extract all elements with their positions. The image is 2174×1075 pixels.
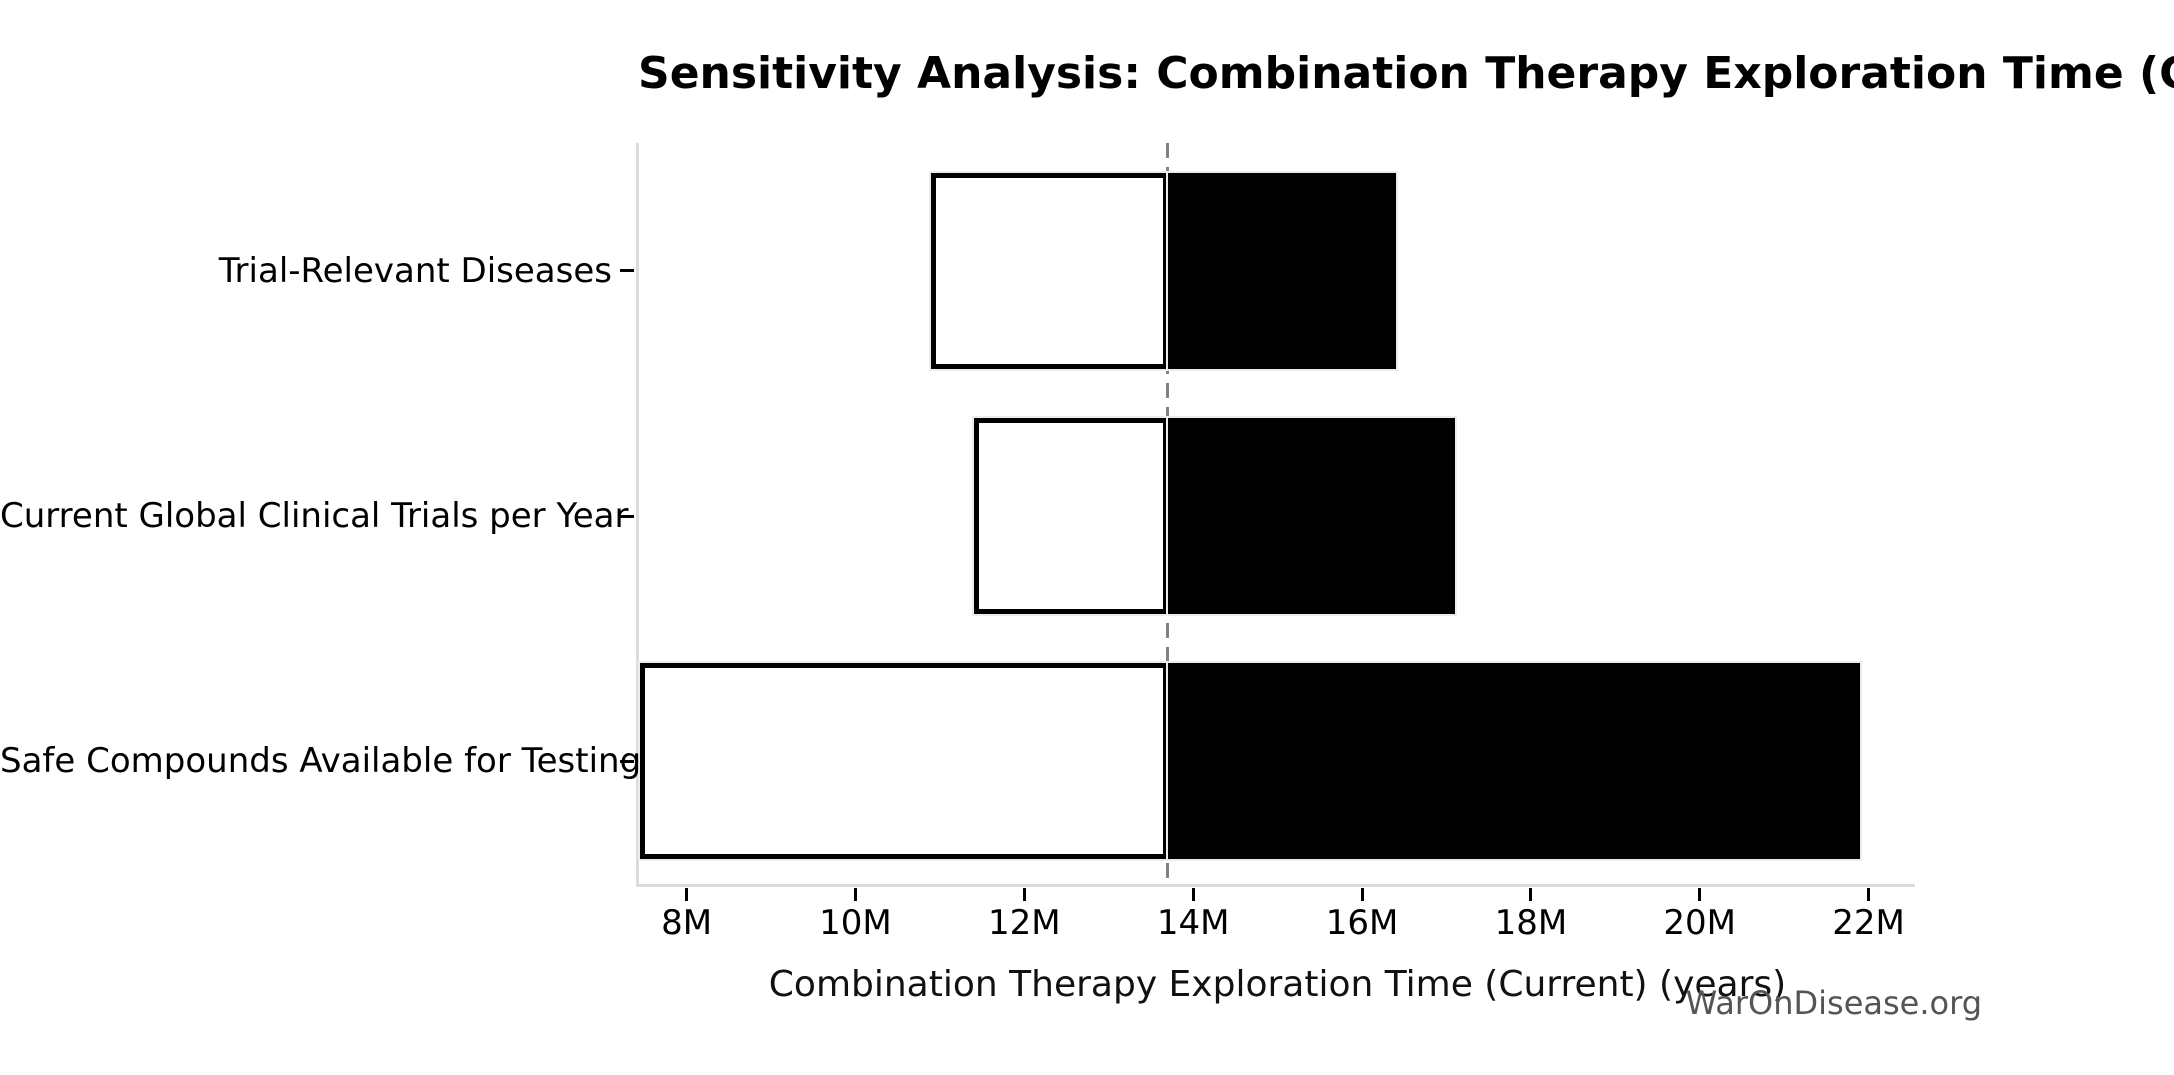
bar-high-segment xyxy=(1167,663,1861,860)
watermark-text: WarOnDisease.org xyxy=(1685,984,1982,1022)
x-tick-mark xyxy=(1360,888,1364,901)
x-tick-mark xyxy=(1698,888,1702,901)
x-tick-label: 8M xyxy=(661,903,713,943)
bar-low-segment xyxy=(931,172,1168,369)
y-tick-label: Trial-Relevant Diseases xyxy=(218,250,612,291)
x-tick-mark xyxy=(1022,888,1026,901)
x-tick-mark xyxy=(685,888,689,901)
y-tick-mark xyxy=(620,759,634,763)
x-tick-mark xyxy=(1867,888,1871,901)
y-tick-label: Safe Compounds Available for Testing xyxy=(0,741,642,782)
bar-high-segment xyxy=(1167,418,1455,614)
y-axis-spine xyxy=(636,143,639,887)
y-tick-label: Current Global Clinical Trials per Year xyxy=(0,496,629,536)
x-tick-label: 16M xyxy=(1325,903,1399,943)
bar-low-segment xyxy=(640,663,1168,860)
x-axis-label: Combination Therapy Exploration Time (Cu… xyxy=(768,964,1787,1005)
x-tick-mark xyxy=(1191,888,1195,901)
y-tick-mark xyxy=(620,514,634,518)
x-tick-label: 12M xyxy=(988,903,1061,943)
x-tick-mark xyxy=(853,888,857,901)
x-tick-label: 14M xyxy=(1156,903,1230,943)
x-tick-label: 10M xyxy=(819,903,892,943)
x-tick-label: 18M xyxy=(1494,903,1568,943)
x-tick-mark xyxy=(1529,888,1533,901)
x-tick-label: 20M xyxy=(1663,903,1737,943)
bar-high-segment xyxy=(1167,172,1396,369)
y-tick-mark xyxy=(620,269,634,273)
x-axis-spine xyxy=(636,884,1915,887)
bar-low-segment xyxy=(973,418,1168,614)
x-tick-label: 22M xyxy=(1832,903,1905,943)
